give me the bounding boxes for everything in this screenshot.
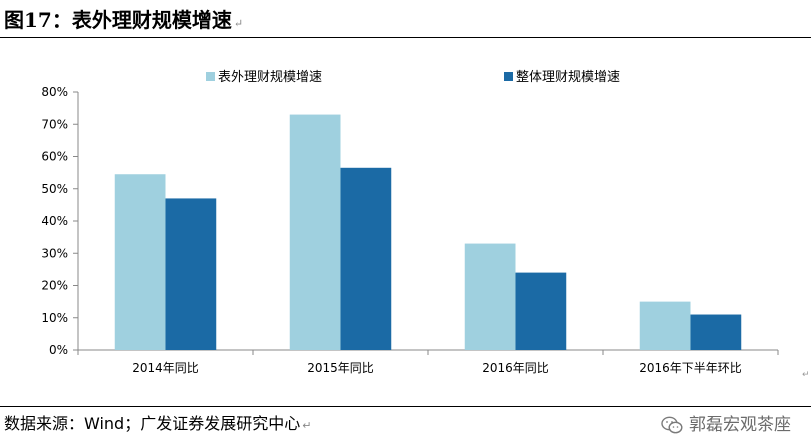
legend-label: 整体理财规模增速 [516, 70, 620, 85]
bar-total [515, 272, 567, 350]
chart: 0% 10% 20% 30% 40% 50% 60% 70% 80% 2014年同比 2015年同比… [41, 70, 779, 375]
legend-swatch [504, 72, 513, 81]
x-tick-label: 2015年同比 [307, 361, 374, 375]
source-text: 数据来源：Wind；广发证券发展研究中心 [4, 414, 301, 433]
y-tick-label: 20% [41, 279, 68, 293]
return-mark-icon: ↵ [233, 17, 244, 30]
bar-offbalance [289, 114, 341, 350]
source-note: 数据来源：Wind；广发证券发展研究中心 ↵ [4, 410, 311, 438]
y-tick-label: 40% [41, 214, 68, 228]
x-tick-label: 2016年下半年环比 [639, 361, 742, 375]
bar-offbalance [114, 174, 166, 350]
legend-label: 表外理财规模增速 [218, 70, 322, 85]
return-mark-icon: ↵ [802, 370, 810, 380]
y-tick-label: 70% [41, 117, 68, 131]
y-tick-label: 60% [41, 150, 68, 164]
x-tick-label: 2016年同比 [482, 361, 549, 375]
figure-title: 图17：表外理财规模增速 ↵ [4, 6, 243, 34]
bar-offbalance [464, 243, 516, 350]
y-tick-label: 30% [41, 246, 68, 260]
watermark: 郭磊宏观茶座 [661, 413, 791, 437]
wechat-icon [661, 416, 683, 434]
figure-title-text: 图17：表外理财规模增速 [4, 8, 232, 32]
y-tick-label: 50% [41, 182, 68, 196]
y-tick-label: 80% [41, 85, 68, 99]
x-tick-label: 2014年同比 [132, 361, 199, 375]
y-tick-label: 10% [41, 311, 68, 325]
source-rule [0, 406, 811, 407]
watermark-text: 郭磊宏观茶座 [689, 415, 791, 435]
y-tick-label: 0% [49, 343, 68, 357]
title-rule [0, 37, 811, 38]
bar-offbalance [639, 301, 691, 350]
bar-total [340, 167, 392, 350]
legend-swatch [206, 72, 215, 81]
bar-total [165, 198, 217, 350]
bar-total [690, 314, 742, 350]
return-mark-icon: ↵ [302, 419, 312, 432]
